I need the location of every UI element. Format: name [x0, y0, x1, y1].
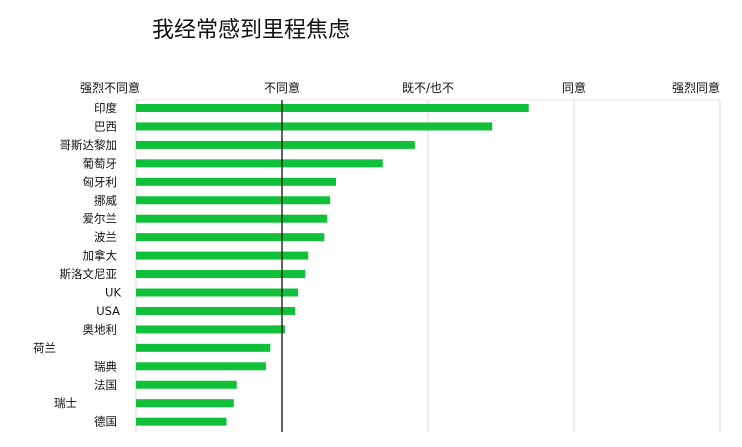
category-label: 加拿大: [83, 249, 118, 263]
category-label: 印度: [94, 101, 117, 115]
scale-label: 强烈同意: [672, 80, 720, 95]
category-label: 瑞典: [94, 359, 117, 373]
bar: [136, 122, 493, 131]
bar: [136, 288, 299, 297]
category-label: 斯洛文尼亚: [60, 267, 118, 281]
category-label: 德国: [94, 415, 117, 429]
category-label: 波兰: [94, 230, 117, 244]
bar: [136, 380, 237, 389]
bar: [136, 104, 529, 112]
category-label: 匈牙利: [83, 175, 118, 189]
bar: [136, 214, 328, 223]
category-label: UK: [105, 286, 121, 300]
bar: [136, 177, 337, 186]
bar: [136, 196, 331, 205]
bar: [136, 343, 271, 352]
bar: [136, 399, 234, 408]
scale-label: 既不/也不: [402, 81, 454, 95]
scale-label: 同意: [562, 80, 586, 95]
category-label: 巴西: [94, 119, 117, 133]
scale-label: 强烈不同意: [80, 80, 140, 95]
category-label: 爱尔兰: [83, 212, 118, 226]
category-label: USA: [96, 304, 120, 318]
category-label: 葡萄牙: [83, 156, 118, 170]
category-label: 荷兰: [33, 341, 56, 355]
bars: [136, 104, 529, 426]
category-label: 挪威: [94, 193, 117, 207]
chart-title: 我经常感到里程焦虑: [152, 18, 351, 43]
bar: [136, 270, 306, 279]
category-label: 瑞士: [54, 396, 77, 410]
bar: [136, 233, 325, 242]
bar: [136, 325, 285, 334]
bar: [136, 140, 415, 149]
bar: [136, 362, 266, 371]
scale-labels: 强烈不同意 不同意 既不/也不 同意 强烈同意: [80, 80, 720, 95]
bar: [136, 306, 296, 315]
bar: [136, 251, 309, 260]
bar: [136, 159, 383, 168]
gridlines: [135, 99, 721, 432]
scale-label: 不同意: [264, 80, 300, 95]
category-label: 法国: [94, 378, 117, 392]
category-label: 奥地利: [83, 322, 118, 336]
bar: [136, 417, 227, 426]
category-label: 哥斯达黎加: [60, 138, 118, 152]
